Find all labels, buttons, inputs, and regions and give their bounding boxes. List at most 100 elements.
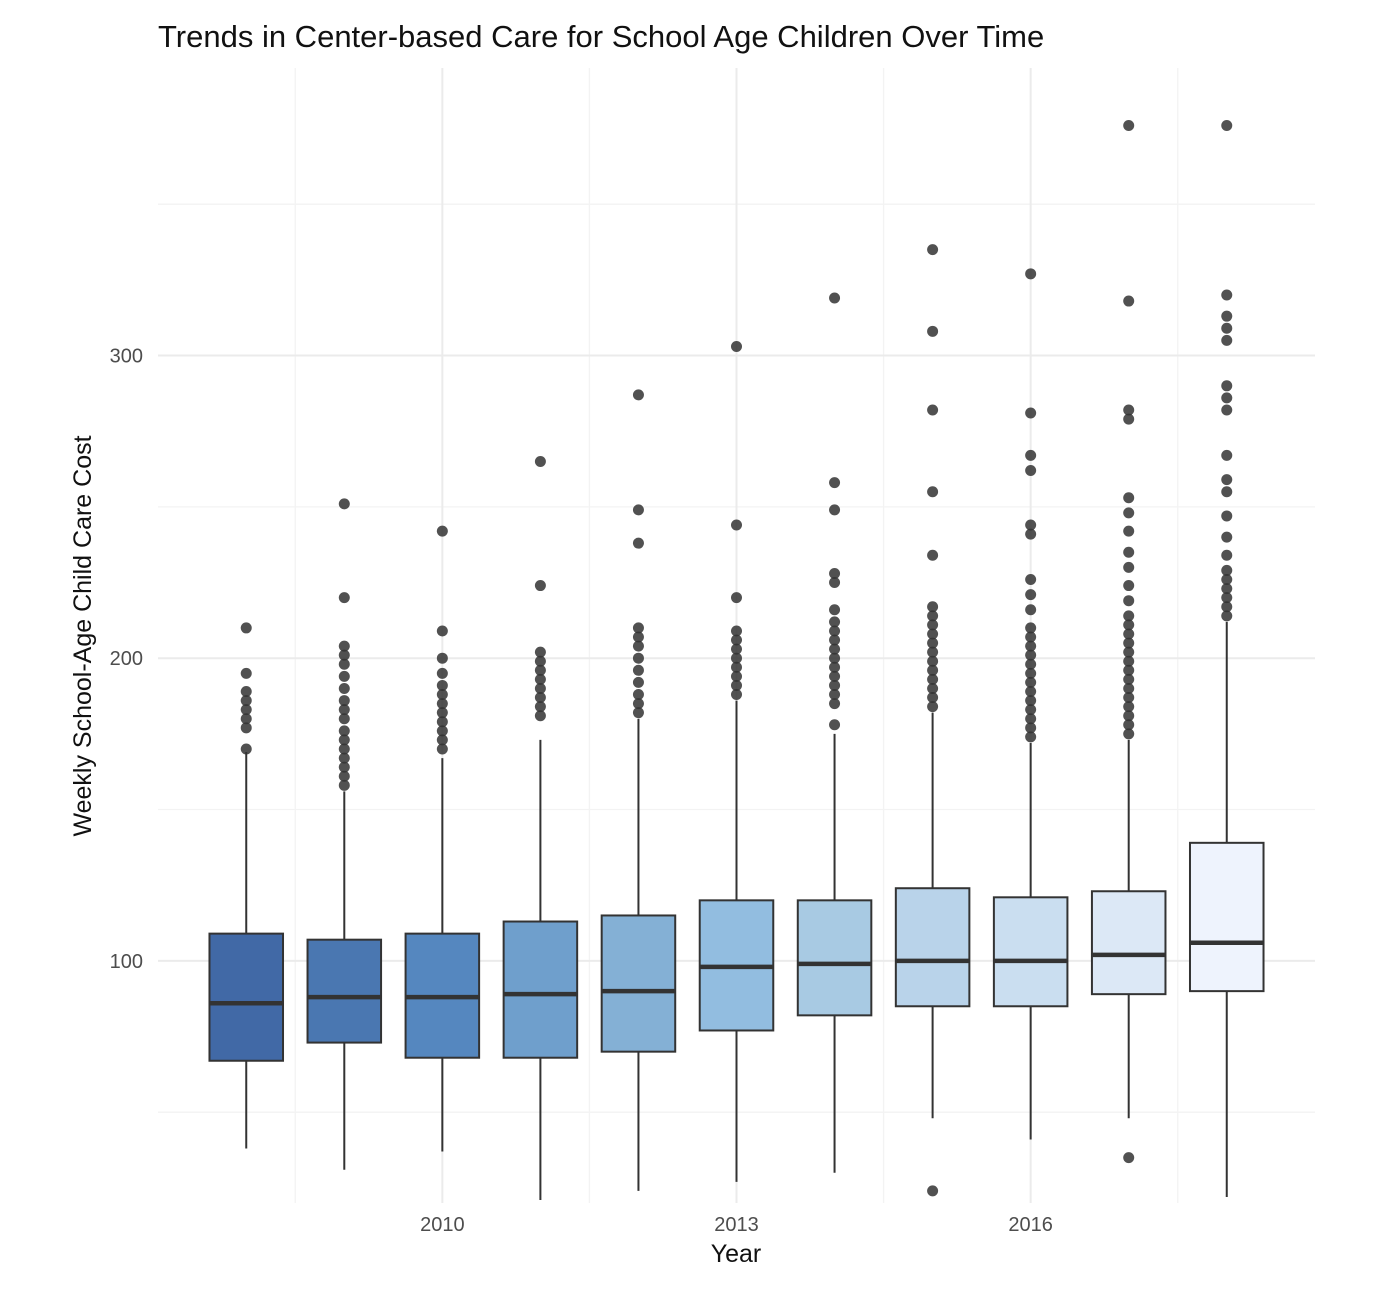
outlier-point [1221,120,1233,132]
outlier-point [1221,449,1233,461]
outlier-point [829,679,841,691]
outlier-point [927,682,939,694]
outlier-point [1123,413,1135,425]
outlier-point [1025,449,1037,461]
outlier-point [829,634,841,646]
outlier-point [1221,592,1233,604]
outlier-point [1123,637,1135,649]
outlier-point [632,698,644,710]
iqr-box [1090,890,1167,996]
outlier-point [927,244,939,256]
outlier-point [1025,667,1037,679]
outlier-point [829,698,841,710]
boxplot-2016 [992,268,1069,1140]
outlier-point [1123,561,1135,573]
outlier-point [632,537,644,549]
x-axis-ticks: 2010 2013 2016 [420,1214,1053,1236]
outlier-point [1025,704,1037,716]
outlier-point [1123,655,1135,667]
outlier-point [240,704,252,716]
boxplot-2017 [1090,120,1167,1164]
outlier-point [338,752,350,764]
outlier-point [436,707,448,719]
outlier-point [1123,719,1135,731]
outlier-point [632,640,644,652]
outlier-point [338,640,350,652]
boxplot-2010 [404,525,481,1152]
outlier-point [1025,658,1037,670]
outlier-point [436,525,448,537]
outlier-point [338,695,350,707]
outlier-point [829,577,841,589]
outlier-point [1221,549,1233,561]
outlier-point [1221,474,1233,486]
outlier-point [1123,619,1135,631]
outlier-point [534,692,546,704]
outlier-point [534,580,546,592]
outlier-point [1123,492,1135,504]
outlier-point [436,716,448,728]
outlier-point [1025,676,1037,688]
boxplot-2009 [306,498,383,1170]
outlier-point [1221,610,1233,622]
chart-title: Trends in Center-based Care for School A… [158,19,1044,54]
outlier-point [829,652,841,664]
outlier-point [632,389,644,401]
outlier-point [1123,610,1135,622]
outlier-point [1123,580,1135,592]
outlier-point [927,655,939,667]
outlier-point [829,567,841,579]
outlier-point [1025,713,1037,725]
outlier-point [927,610,939,622]
outlier-point [1123,295,1135,307]
outlier-point [1025,519,1037,531]
boxplot-2015 [894,244,971,1197]
y-tick-label: 100 [110,951,143,973]
outlier-point [1123,404,1135,416]
outlier-point [1123,628,1135,640]
outlier-point [1123,673,1135,685]
outlier-point [632,689,644,701]
iqr-box [894,887,971,1008]
y-axis-title: Weekly School-Age Child Care Cost [69,435,97,836]
iqr-box [208,932,285,1062]
outlier-point [436,652,448,664]
outlier-point [1221,404,1233,416]
outlier-point [240,667,252,679]
outlier-point [1025,268,1037,280]
x-tick-label: 2016 [1008,1214,1053,1236]
outlier-point [632,707,644,719]
outlier-point [534,655,546,667]
outlier-point [1221,322,1233,334]
outlier-point [1221,486,1233,498]
outlier-point [731,689,742,701]
outlier-point [436,743,448,755]
outlier-point [436,689,448,701]
outlier-point [338,779,350,791]
outlier-point [927,701,939,713]
outlier-point [731,643,742,655]
outlier-point [731,519,742,531]
boxplot-2014 [796,292,873,1173]
outlier-point [534,701,546,713]
outlier-point [927,486,939,498]
outlier-point [829,616,841,628]
outlier-point [927,549,939,561]
outlier-point [1123,701,1135,713]
outlier-point [731,340,742,352]
outlier-point [927,692,939,704]
outlier-point [632,622,644,634]
outlier-point [1221,334,1233,346]
outlier-point [731,652,742,664]
outlier-point [436,679,448,691]
outlier-point [534,455,546,467]
iqr-box [502,920,579,1059]
boxplot-2008 [208,622,285,1149]
outlier-point [1123,1152,1135,1164]
outlier-point [1221,583,1233,595]
outlier-point [1221,574,1233,586]
outlier-point [927,601,939,613]
outlier-point [338,704,350,716]
outlier-point [731,592,742,604]
